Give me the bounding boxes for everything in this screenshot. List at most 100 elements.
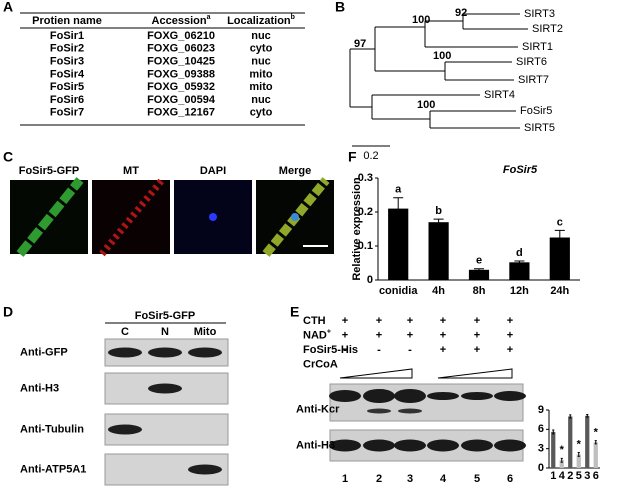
condition-sup: + [327, 329, 331, 336]
antibody-label: Anti-H3 [20, 382, 59, 394]
condition-sign: + [507, 329, 513, 341]
condition-sign: - [377, 344, 381, 356]
table-cell: FoSir3 [50, 56, 84, 68]
x-tick-label: 6 [593, 470, 599, 482]
bar [559, 460, 564, 468]
x-tick-label: 4h [432, 285, 445, 297]
condition-sign: + [474, 329, 480, 341]
y-tick-label: 6 [538, 423, 544, 435]
x-tick-label: 12h [510, 285, 529, 297]
error-bar [560, 457, 563, 463]
panel-label: B [335, 0, 345, 15]
band [427, 439, 459, 452]
table-cell: FoSir5 [50, 81, 84, 93]
gradient-triangle [437, 368, 513, 379]
x-tick-label: conidia [379, 285, 418, 297]
bootstrap: 100 [433, 50, 451, 62]
table-cell: FOXG_05932 [147, 81, 215, 93]
bar-annotation: * [577, 438, 582, 450]
panel-label: D [3, 304, 13, 320]
band [494, 391, 526, 401]
micrograph-label: FoSir5-GFP [19, 165, 80, 177]
y-tick-label: 9 [538, 404, 544, 416]
condition-label: CrCoA [303, 358, 338, 370]
chart-title: FoSir5 [503, 164, 538, 176]
table-cell: nuc [251, 94, 271, 106]
x-tick-label: 5 [576, 470, 582, 482]
table-cell: FOXG_09388 [147, 68, 215, 80]
condition-sign: + [474, 315, 480, 327]
leaf-label: SIRT5 [524, 122, 555, 134]
band [427, 392, 459, 400]
table-cell: FoSir4 [50, 68, 85, 80]
micrograph [10, 177, 334, 257]
lane-label: Mito [194, 326, 217, 338]
scale-label: 0.2 [363, 150, 378, 162]
bootstrap: 100 [417, 99, 435, 111]
y-tick-label: 3 [538, 443, 544, 455]
antibody-label: Anti-Kcr [296, 403, 340, 415]
table-cell: FOXG_12167 [147, 107, 215, 119]
table-cell: mito [249, 68, 273, 80]
error-bar [433, 218, 444, 226]
y-tick-label: 0.3 [358, 172, 373, 184]
table-cell: FoSir2 [50, 43, 84, 55]
gradient-triangle [339, 368, 413, 379]
condition-sign: + [440, 329, 446, 341]
table-cell: FOXG_10425 [147, 56, 215, 68]
lane-number: 2 [376, 473, 382, 485]
bar [568, 416, 573, 468]
leaf-label: SIRT1 [522, 41, 553, 53]
bootstrap: 100 [412, 14, 430, 26]
condition-label: CTH [303, 315, 326, 327]
condition-name: CTH [303, 315, 326, 327]
header-note: a [207, 14, 211, 21]
band [148, 347, 182, 358]
bar [509, 262, 530, 280]
bar [388, 208, 409, 280]
x-tick-label: 3 [584, 470, 590, 482]
x-tick-label: 1 [550, 470, 556, 482]
lane-number: 1 [342, 473, 348, 485]
condition-sign: + [507, 315, 513, 327]
header-note: b [291, 14, 295, 21]
micrograph-label: Merge [279, 165, 311, 177]
band [148, 383, 182, 394]
condition-name: FoSir5-His [303, 344, 358, 356]
lane-number: 5 [474, 473, 480, 485]
bar-annotation: * [560, 444, 565, 456]
panel-label: E [290, 304, 299, 320]
header-text: Localization [227, 15, 291, 27]
condition-sign: + [474, 344, 480, 356]
table-cell: cyto [250, 43, 273, 55]
band [398, 408, 422, 414]
antibody-label: Anti-Tubulin [20, 423, 84, 435]
lane-number: 6 [507, 473, 513, 485]
band [329, 439, 361, 452]
condition-sign: + [342, 315, 348, 327]
nucleus [209, 213, 217, 221]
condition-label: FoSir5-His [303, 344, 358, 356]
x-tick-label: 8h [473, 285, 486, 297]
x-tick-label: 4 [559, 470, 566, 482]
table-header: Protien name [32, 15, 102, 27]
error-bar [577, 452, 580, 457]
bar-annotation: c [557, 216, 563, 228]
condition-sign: + [342, 329, 348, 341]
micrograph-mt [92, 180, 170, 254]
error-bar [594, 440, 597, 445]
error-bar [569, 414, 572, 419]
leaf-label: SIRT2 [532, 23, 563, 35]
table-header: Localizationb [227, 14, 295, 27]
bar-annotation: d [516, 247, 523, 259]
band [494, 439, 526, 452]
bar-annotation: b [435, 205, 442, 217]
table-cell: cyto [250, 107, 273, 119]
antibody-label: Anti-ATP5A1 [20, 463, 86, 475]
error-bar [586, 414, 589, 418]
condition-sign: + [376, 315, 382, 327]
condition-sign: + [376, 329, 382, 341]
blot [329, 383, 524, 422]
